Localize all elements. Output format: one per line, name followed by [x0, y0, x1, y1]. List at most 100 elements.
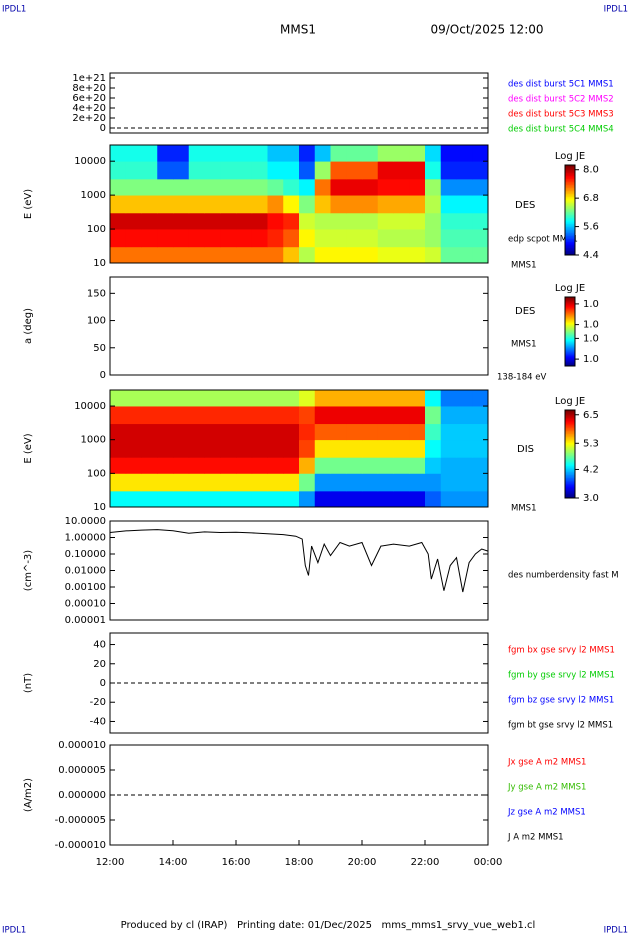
spectrogram-cell: [377, 457, 394, 474]
spectrogram-cell: [220, 229, 237, 248]
colorbar-segment: [565, 247, 575, 250]
colorbar-segment: [565, 421, 575, 424]
annotation: MMS1: [511, 261, 536, 271]
spectrogram-cell: [110, 473, 127, 492]
corner-label: IPDL1: [2, 5, 26, 15]
spectrogram-cell: [157, 178, 174, 196]
spectrogram-cell: [173, 473, 190, 492]
spectrogram-cell: [141, 195, 158, 214]
colorbar-segment: [565, 437, 575, 440]
colorbar-segment: [565, 338, 575, 341]
colorbar-segment: [565, 321, 575, 323]
colorbar-segment: [565, 492, 575, 495]
spectrogram-cell: [346, 473, 363, 492]
spectrogram-cell: [204, 439, 221, 458]
colorbar-tick-label: 5.6: [583, 222, 599, 233]
colorbar-segment: [565, 442, 575, 445]
spectrogram-cell: [409, 490, 426, 508]
y-tick-label: 10000: [74, 401, 106, 412]
spectrogram-cell: [267, 145, 284, 162]
spectrogram-cell: [141, 490, 158, 508]
spectrogram-cell: [204, 457, 221, 474]
colorbar-segment: [565, 219, 575, 221]
colorbar-segment: [565, 310, 575, 313]
y-axis-label: (cm^-3): [23, 550, 34, 591]
colorbar-segment: [565, 178, 575, 181]
colorbar-frame: [564, 296, 576, 367]
colorbar-segment: [565, 459, 575, 462]
colorbar-segment: [565, 411, 575, 414]
spectrogram-cell: [377, 229, 394, 248]
spectrogram-cell: [346, 439, 363, 458]
spectrogram-cell: [456, 195, 473, 214]
colorbar-segment: [565, 489, 575, 492]
spectrogram-cell: [267, 246, 284, 264]
colorbar-segment: [565, 324, 575, 327]
spectrogram-cell: [110, 406, 127, 425]
colorbar-segment: [565, 306, 575, 308]
colorbar-segment: [565, 174, 575, 176]
spectrogram-cell: [110, 229, 127, 248]
colorbar-segment: [565, 186, 575, 188]
spectrogram-cell: [409, 246, 426, 264]
spectrogram-cell: [393, 390, 410, 407]
colorbar-segment: [565, 297, 575, 299]
colorbar-segment: [565, 412, 575, 415]
spectrogram-cell: [188, 229, 205, 248]
colorbar-segment: [565, 193, 575, 196]
colorbar-segment: [565, 481, 575, 484]
legend-entry: fgm by gse srvy l2 MMS1: [508, 671, 615, 681]
spectrogram-cell: [251, 439, 268, 458]
spectrogram-cell: [362, 423, 379, 441]
spectrogram-cell: [220, 246, 237, 264]
colorbar-segment: [565, 196, 575, 199]
spectrogram-cell: [440, 406, 457, 425]
spectrogram-cell: [141, 161, 158, 180]
spectrogram-cell: [251, 490, 268, 508]
spectrogram-cell: [425, 195, 442, 214]
colorbar-segment: [565, 424, 575, 427]
spectrogram-cell: [314, 212, 331, 230]
spectrogram-cell: [188, 145, 205, 162]
spectrogram-cell: [299, 229, 316, 248]
colorbar-segment: [565, 439, 575, 442]
spectrogram-cell: [220, 178, 237, 196]
colorbar-segment: [565, 487, 575, 490]
spectrogram-cell: [440, 161, 457, 180]
spectrogram-cell: [220, 490, 237, 508]
y-tick-label: 0: [100, 370, 106, 381]
spectrogram-cell: [393, 439, 410, 458]
spectrogram-cell: [440, 212, 457, 230]
spectrogram-cell: [409, 195, 426, 214]
spectrogram-cell: [425, 161, 442, 180]
colorbar-segment: [565, 477, 575, 480]
spectrogram-cell: [157, 439, 174, 458]
x-tick-label: 18:00: [285, 857, 314, 868]
colorbar-segment: [565, 464, 575, 467]
spectrogram-cell: [456, 439, 473, 458]
y-tick-label: 100: [87, 468, 106, 479]
colorbar-segment: [565, 187, 575, 190]
spectrogram-cell: [299, 423, 316, 441]
colorbar-segment: [565, 341, 575, 344]
spectrogram-cell: [299, 145, 316, 162]
spectrogram-cell: [173, 457, 190, 474]
panel-frame: [109, 520, 489, 621]
y-tick-label: 0.01000: [65, 566, 106, 577]
spectrogram-cell: [299, 473, 316, 492]
colorbar-segment: [565, 183, 575, 185]
spectrogram-cell: [472, 178, 489, 196]
spectrogram-cell: [220, 212, 237, 230]
colorbar-segment: [565, 351, 575, 353]
y-tick-label: 20: [93, 659, 106, 670]
y-tick-label: 0.00001: [65, 615, 106, 626]
spectrogram-cell: [157, 145, 174, 162]
y-tick-label: 0: [100, 123, 106, 134]
spectrogram-cell: [220, 161, 237, 180]
spectrogram-cell: [251, 195, 268, 214]
spectrogram-cell: [425, 212, 442, 230]
colorbar-segment: [565, 205, 575, 208]
colorbar-segment: [565, 361, 575, 364]
y-tick-label: 10.0000: [65, 516, 106, 527]
spectrogram-cell: [188, 195, 205, 214]
